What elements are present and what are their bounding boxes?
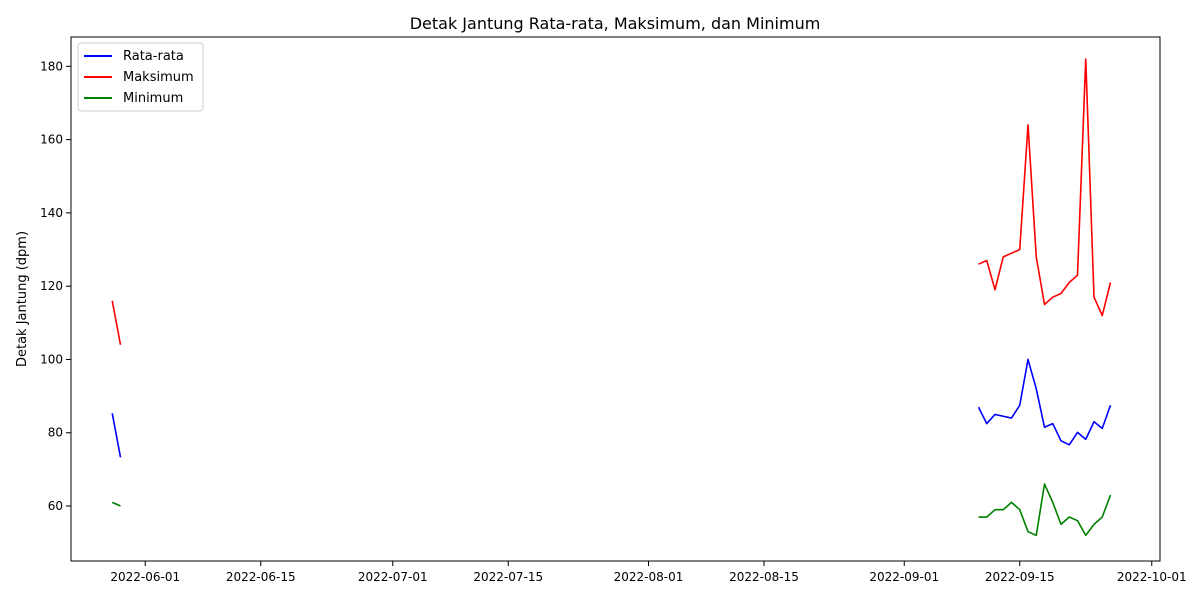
axes-frame: [70, 36, 1161, 562]
legend-label-maksimum: Maksimum: [123, 70, 194, 85]
series-line-minimum-segment-1: [111, 501, 121, 507]
x-tick-label: 2022-10-01: [1117, 570, 1187, 584]
y-tick-label: 140: [40, 206, 63, 220]
x-tick-label: 2022-08-15: [729, 570, 799, 584]
chart-title: Detak Jantung Rata-rata, Maksimum, dan M…: [410, 14, 821, 33]
y-tick-label: 60: [48, 499, 63, 513]
x-tick-label: 2022-07-15: [473, 570, 543, 584]
y-tick-label: 180: [40, 59, 63, 73]
legend-label-minimum: Minimum: [123, 91, 183, 106]
x-tick-label: 2022-09-01: [869, 570, 939, 584]
plot-area: 2022-06-01 2022-06-15 2022-07-01 2022-07-15…: [40, 36, 1187, 584]
series-line-minimum-segment-2: [978, 483, 1112, 537]
series-line-maksimum-segment-1: [111, 300, 122, 345]
x-tick-label: 2022-09-15: [985, 570, 1055, 584]
series-line-rata-rata-segment-1: [111, 413, 122, 458]
y-tick-label: 160: [40, 133, 63, 147]
series-line-rata-rata-segment-2: [977, 358, 1112, 446]
x-tick-label: 2022-06-15: [226, 570, 296, 584]
y-tick-label: 120: [40, 279, 63, 293]
x-tick-label: 2022-07-01: [358, 570, 428, 584]
y-tick-label: 100: [40, 352, 63, 366]
y-axis-label: Detak Jantung (dpm): [15, 231, 30, 367]
legend-label-rata-rata: Rata-rata: [123, 49, 184, 64]
series-line-maksimum-segment-2: [978, 58, 1112, 317]
legend-box: [77, 42, 204, 112]
x-tick-label: 2022-08-01: [614, 570, 684, 584]
x-tick-label: 2022-06-01: [110, 570, 180, 584]
legend: Rata-rata Maksimum Minimum: [77, 42, 204, 112]
y-tick-label: 80: [48, 426, 63, 440]
